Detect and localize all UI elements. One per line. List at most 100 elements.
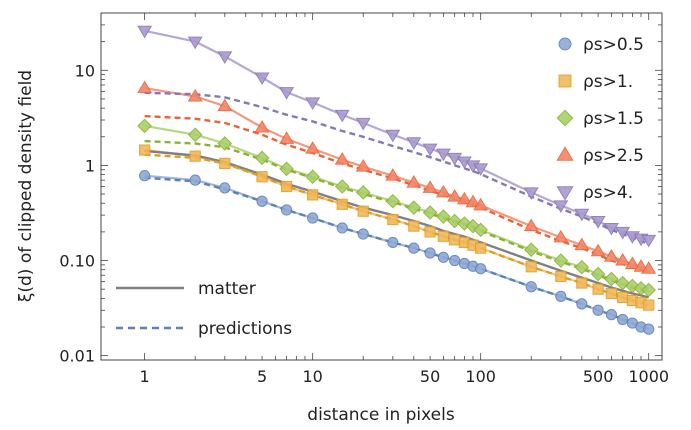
data-point-s0 bbox=[336, 222, 348, 234]
data-point-s0 bbox=[408, 242, 420, 254]
x-tick-label: 50 bbox=[420, 367, 440, 386]
data-point-s4 bbox=[603, 222, 619, 236]
data-point-s4 bbox=[279, 87, 295, 100]
plot-border bbox=[100, 12, 663, 361]
data-point-s2 bbox=[574, 259, 590, 275]
data-point-s2 bbox=[406, 200, 422, 215]
data-point-s2 bbox=[473, 222, 488, 238]
data-point-s4 bbox=[406, 137, 422, 150]
data-point-s4 bbox=[217, 51, 233, 64]
data-point-s3 bbox=[456, 191, 472, 205]
data-point-s3 bbox=[355, 159, 371, 172]
series-markers bbox=[137, 25, 657, 335]
data-point-s3 bbox=[305, 141, 321, 154]
data-point-s3 bbox=[633, 259, 649, 272]
data-point-s1 bbox=[219, 157, 231, 169]
data-point-s1 bbox=[605, 287, 618, 300]
data-point-s4 bbox=[574, 208, 590, 222]
data-point-s2 bbox=[279, 161, 294, 177]
data-point-s2 bbox=[334, 179, 350, 194]
data-point-s0 bbox=[437, 251, 449, 263]
data-point-s2 bbox=[422, 205, 438, 220]
data-point-s1 bbox=[424, 226, 436, 238]
x-tick-label: 1000 bbox=[628, 367, 669, 386]
data-point-s3 bbox=[615, 252, 631, 266]
data-point-s3 bbox=[187, 88, 203, 102]
data-point-s0 bbox=[139, 170, 151, 182]
data-point-s2 bbox=[465, 218, 481, 234]
data-point-s1 bbox=[281, 180, 293, 193]
data-point-s0 bbox=[643, 323, 655, 335]
legend-label-1: ρs>1. bbox=[583, 72, 633, 92]
data-point-s2 bbox=[217, 136, 233, 151]
data-point-s4 bbox=[523, 187, 539, 200]
data-point-s3 bbox=[641, 261, 657, 274]
x-tick-label: 10 bbox=[302, 367, 322, 386]
legend-label-4: ρs>4. bbox=[583, 183, 633, 203]
data-point-s1 bbox=[643, 299, 655, 311]
data-point-s0 bbox=[219, 182, 231, 194]
data-point-s4 bbox=[187, 36, 203, 50]
data-point-s1 bbox=[525, 261, 537, 273]
x-axis-ticks: 1 5 10 50 100 500 1000 bbox=[140, 13, 669, 386]
prediction-line-3 bbox=[144, 114, 650, 274]
data-point-s3 bbox=[553, 229, 569, 243]
data-point-s3 bbox=[523, 218, 539, 232]
legend-matter-label: matter bbox=[198, 279, 256, 299]
legend-label-2: ρs>1.5 bbox=[583, 109, 644, 129]
data-point-s2 bbox=[590, 266, 606, 282]
data-point-s0 bbox=[281, 204, 293, 216]
data-point-s2 bbox=[604, 271, 619, 287]
legend-marker-4 bbox=[556, 186, 574, 201]
data-point-s4 bbox=[137, 25, 153, 39]
data-point-s3 bbox=[406, 174, 422, 188]
y-tick-label: 0.01 bbox=[59, 347, 95, 366]
data-point-s3 bbox=[217, 98, 233, 112]
data-point-s1 bbox=[387, 213, 399, 226]
data-point-s1 bbox=[449, 234, 461, 246]
data-point-s4 bbox=[435, 148, 451, 162]
data-point-s3 bbox=[574, 237, 590, 251]
data-point-s3 bbox=[473, 197, 489, 211]
data-point-s1 bbox=[307, 189, 319, 201]
legend-label-0: ρs>0.5 bbox=[583, 35, 644, 55]
data-point-s3 bbox=[254, 119, 270, 133]
legend: ρs>0.5 ρs>1. ρs>1.5 ρs>2.5 ρs>4. bbox=[556, 35, 644, 203]
data-point-s4 bbox=[385, 129, 401, 143]
data-point-s3 bbox=[447, 189, 463, 202]
lines-legend: matter predictions bbox=[116, 279, 292, 339]
data-point-s3 bbox=[137, 80, 153, 94]
data-point-s3 bbox=[334, 152, 350, 165]
data-point-s1 bbox=[256, 171, 268, 183]
data-point-s2 bbox=[305, 169, 320, 185]
data-point-s0 bbox=[307, 212, 319, 224]
data-point-s3 bbox=[422, 180, 438, 193]
data-point-s4 bbox=[553, 200, 569, 213]
legend-predictions-label: predictions bbox=[198, 319, 292, 339]
data-point-s2 bbox=[523, 242, 539, 257]
data-point-s0 bbox=[555, 290, 567, 302]
x-tick-label: 5 bbox=[257, 367, 267, 386]
legend-label-3: ρs>2.5 bbox=[583, 146, 644, 166]
data-point-s1 bbox=[576, 277, 588, 289]
data-point-s4 bbox=[355, 117, 371, 131]
data-point-s1 bbox=[617, 291, 629, 303]
data-point-s1 bbox=[475, 242, 487, 254]
series-line-2 bbox=[144, 124, 649, 292]
data-point-s4 bbox=[305, 97, 321, 110]
data-point-s1 bbox=[437, 230, 449, 242]
data-point-s1 bbox=[189, 150, 201, 162]
data-point-s3 bbox=[435, 184, 451, 198]
data-point-s3 bbox=[465, 194, 481, 208]
data-point-s3 bbox=[385, 168, 401, 181]
data-point-s1 bbox=[357, 205, 369, 217]
data-point-s0 bbox=[592, 304, 604, 316]
data-point-s3 bbox=[624, 256, 640, 269]
data-point-s3 bbox=[590, 243, 606, 257]
data-point-s4 bbox=[422, 143, 438, 157]
x-tick-label: 100 bbox=[465, 367, 496, 386]
data-point-s3 bbox=[279, 131, 295, 144]
data-point-s4 bbox=[641, 234, 657, 248]
data-point-s2 bbox=[385, 193, 401, 209]
x-tick-label: 1 bbox=[140, 367, 150, 386]
